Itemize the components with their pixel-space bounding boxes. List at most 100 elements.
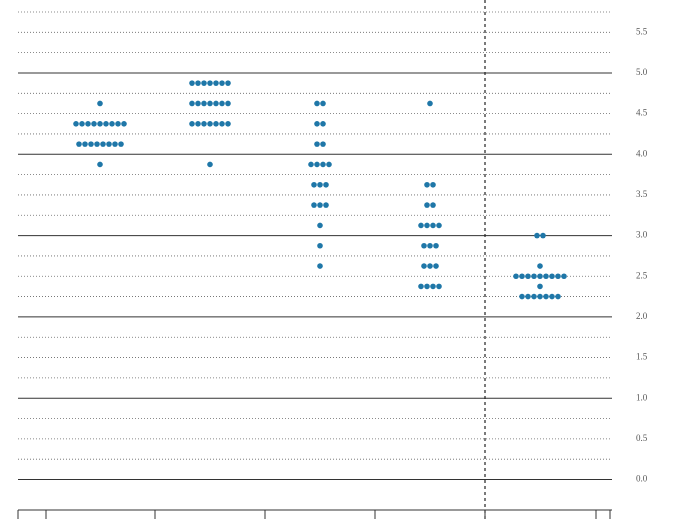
dot: [189, 80, 195, 86]
dot: [430, 181, 436, 188]
dot: [109, 120, 115, 127]
dot: [121, 120, 127, 127]
dot: [317, 242, 323, 249]
y-tick-label: 0.0: [636, 474, 648, 484]
dot: [519, 293, 525, 300]
y-tick-label: 4.0: [636, 148, 648, 158]
dot: [537, 273, 543, 280]
dot: [85, 120, 91, 127]
dot: [433, 242, 439, 249]
dot: [326, 161, 332, 168]
dot: [534, 232, 540, 239]
dot: [323, 202, 329, 208]
dot: [115, 120, 121, 127]
dot: [555, 273, 561, 280]
dot: [207, 80, 213, 86]
dot: [189, 120, 195, 127]
dot: [418, 283, 424, 290]
dot: [424, 181, 430, 188]
dot: [207, 161, 213, 168]
dot: [79, 120, 85, 127]
dot: [76, 141, 82, 147]
y-tick-label: 2.5: [636, 270, 648, 280]
dot: [195, 100, 201, 107]
dot: [317, 202, 323, 208]
dot: [531, 273, 537, 280]
dot: [537, 283, 543, 290]
dot: [540, 232, 546, 239]
dot: [543, 293, 549, 300]
dot: [73, 120, 79, 127]
dot: [531, 293, 537, 300]
dot: [424, 283, 430, 290]
dot: [436, 283, 442, 290]
dot: [100, 141, 106, 147]
dot: [555, 293, 561, 300]
dot: [195, 120, 201, 127]
dot: [418, 222, 424, 229]
x-ticks: [17, 510, 611, 519]
dot: [317, 222, 323, 229]
dot: [314, 100, 320, 107]
y-tick-label: 1.5: [636, 352, 648, 362]
y-tick-label: 0.5: [636, 433, 648, 443]
dot: [549, 273, 555, 280]
dot: [94, 141, 100, 147]
dot: [323, 181, 329, 188]
dot: [201, 80, 207, 86]
y-tick-label: 4.5: [636, 108, 648, 118]
dot: [433, 263, 439, 269]
dot: [103, 120, 109, 127]
dot: [225, 120, 231, 127]
dot: [320, 161, 326, 168]
dot: [219, 80, 225, 86]
dot: [424, 202, 430, 208]
y-tick-label: 3.0: [636, 230, 648, 240]
dot: [537, 293, 543, 300]
dot: [189, 100, 195, 107]
dot: [201, 120, 207, 127]
dot: [207, 100, 213, 107]
dot: [427, 263, 433, 269]
y-tick-label: 2.0: [636, 311, 648, 321]
dot: [82, 141, 88, 147]
dot: [97, 100, 103, 107]
dot: [320, 100, 326, 107]
dot: [213, 100, 219, 107]
dot: [320, 141, 326, 147]
dot: [314, 161, 320, 168]
dot: [424, 222, 430, 229]
dot: [314, 120, 320, 127]
dot: [308, 161, 314, 168]
dot: [317, 181, 323, 188]
dot: [97, 120, 103, 127]
dot: [112, 141, 118, 147]
dot: [436, 222, 442, 229]
dot: [525, 293, 531, 300]
y-tick-label: 1.0: [636, 392, 648, 402]
dot: [195, 80, 201, 86]
dot: [519, 273, 525, 280]
dot: [320, 120, 326, 127]
dot: [537, 263, 543, 269]
y-tick-label: 3.5: [636, 189, 648, 199]
dot: [561, 273, 567, 280]
dot: [525, 273, 531, 280]
dot: [88, 141, 94, 147]
dot: [311, 202, 317, 208]
dot: [513, 273, 519, 280]
y-tick-label: 5.5: [636, 26, 648, 36]
dot: [543, 273, 549, 280]
dot: [427, 100, 433, 107]
dot: [427, 242, 433, 249]
dot: [106, 141, 112, 147]
y-tick-label: 5.0: [636, 67, 648, 77]
dot: [118, 141, 124, 147]
dot: [97, 161, 103, 168]
dot: [421, 242, 427, 249]
dot: [549, 293, 555, 300]
dot: [225, 80, 231, 86]
dot: [219, 100, 225, 107]
dot: [421, 263, 427, 269]
